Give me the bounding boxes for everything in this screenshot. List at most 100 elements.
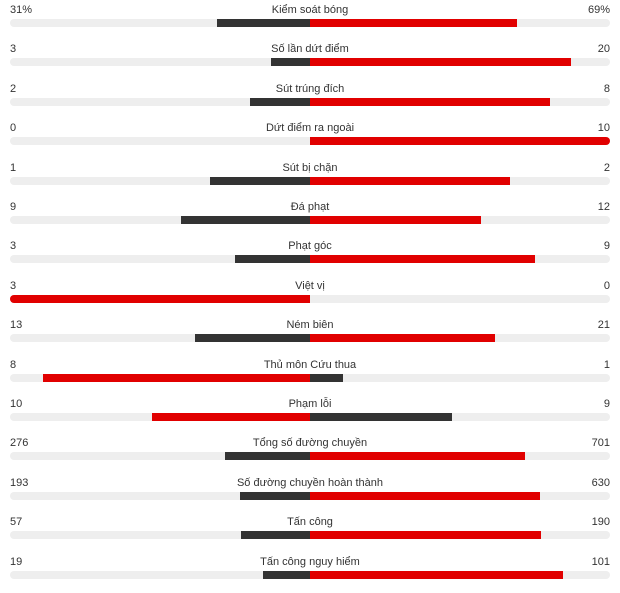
away-value: 1: [603, 358, 610, 371]
stat-row-goalkeeper-saves: 8 Thủ môn Cứu thua 1: [10, 357, 610, 385]
away-bar: [310, 255, 535, 264]
stat-row-throw-ins: 13 Ném biên 21: [10, 317, 610, 345]
away-bar: [310, 373, 344, 382]
stat-row-shots-off-target: 0 Dứt điểm ra ngoài 10: [10, 120, 610, 148]
stat-head: 8 Thủ môn Cứu thua 1: [10, 357, 610, 373]
away-value: 190: [591, 516, 610, 529]
stat-head: 3 Số lần dứt điểm 20: [10, 41, 610, 57]
home-value: 2: [10, 82, 17, 95]
away-value: 20: [597, 43, 610, 56]
home-bar: [195, 334, 310, 343]
stat-label: Tấn công nguy hiểm: [260, 555, 360, 568]
away-bar: [310, 216, 482, 224]
bar-track: [10, 413, 610, 421]
stat-row-blocked-shots: 1 Sút bị chặn 2: [10, 160, 610, 188]
home-value: 10: [10, 398, 23, 410]
away-bar: [310, 334, 496, 343]
stat-row-completed-passes: 193 Số đường chuyền hoàn thành 630: [10, 475, 610, 503]
bar-track: [10, 491, 610, 500]
bar-track: [10, 216, 610, 224]
stat-row-fouls: 10 Phạm lỗi 9: [10, 396, 610, 424]
away-bar: [310, 452, 526, 461]
away-value: 2: [603, 161, 610, 174]
home-value: 57: [10, 516, 23, 529]
home-bar: [10, 294, 310, 303]
home-value: 8: [10, 358, 17, 371]
bar-track: [10, 58, 610, 67]
away-bar: [310, 58, 571, 67]
stat-head: 10 Phạm lỗi 9: [10, 396, 610, 412]
home-value: 0: [10, 122, 17, 135]
stat-row-offsides: 3 Việt vị 0: [10, 278, 610, 306]
home-bar: [181, 216, 310, 224]
home-bar: [235, 255, 310, 264]
home-value: 31%: [10, 4, 33, 16]
home-bar: [217, 19, 310, 27]
stat-row-attacks: 57 Tấn công 190: [10, 514, 610, 542]
away-value: 9: [603, 240, 610, 253]
home-value: 193: [10, 476, 29, 489]
stat-label: Đá phạt: [290, 201, 330, 213]
away-value: 8: [603, 82, 610, 95]
stat-label: Phạt góc: [288, 240, 332, 253]
home-value: 3: [10, 240, 17, 253]
bar-track: [10, 531, 610, 540]
away-bar: [310, 491, 540, 500]
home-value: 13: [10, 319, 23, 332]
away-bar: [310, 531, 541, 540]
home-value: 19: [10, 555, 23, 568]
stat-label: Số lần dứt điểm: [271, 43, 349, 56]
bar-track: [10, 334, 610, 343]
stat-head: 19 Tấn công nguy hiểm 101: [10, 554, 610, 570]
stat-row-shots-on-target: 2 Sút trúng đích 8: [10, 81, 610, 109]
stat-head: 3 Phạt góc 9: [10, 238, 610, 254]
home-bar: [152, 413, 310, 421]
bar-track: [10, 570, 610, 579]
stat-label: Kiểm soát bóng: [271, 4, 349, 16]
stat-head: 276 Tổng số đường chuyền 701: [10, 435, 610, 451]
home-value: 9: [10, 201, 17, 213]
stat-head: 1 Sút bị chặn 2: [10, 160, 610, 176]
stat-row-total-passes: 276 Tổng số đường chuyền 701: [10, 435, 610, 463]
stat-label: Tổng số đường chuyền: [252, 437, 368, 450]
away-value: 69%: [587, 4, 610, 16]
stat-label: Việt vị: [295, 279, 325, 292]
home-bar: [270, 58, 310, 67]
home-value: 3: [10, 279, 17, 292]
home-value: 3: [10, 43, 17, 56]
stat-label: Sút bị chặn: [282, 161, 338, 174]
stat-head: 31% Kiểm soát bóng 69%: [10, 2, 610, 18]
away-bar: [310, 570, 563, 579]
home-bar: [239, 491, 310, 500]
away-value: 630: [591, 476, 610, 489]
stat-label: Phạm lỗi: [288, 398, 332, 410]
stat-row-possession: 31% Kiểm soát bóng 69%: [10, 2, 610, 30]
bar-track: [10, 97, 610, 106]
bar-track: [10, 452, 610, 461]
stat-label: Dứt điểm ra ngoài: [265, 122, 355, 135]
home-bar: [43, 373, 310, 382]
stat-row-free-kicks: 9 Đá phạt 12: [10, 199, 610, 227]
bar-track: [10, 176, 610, 185]
away-value: 0: [603, 279, 610, 292]
bar-track: [10, 137, 610, 146]
home-value: 1: [10, 161, 17, 174]
away-bar: [310, 176, 510, 185]
stat-row-shots: 3 Số lần dứt điểm 20: [10, 41, 610, 69]
away-bar: [310, 19, 517, 27]
stat-head: 0 Dứt điểm ra ngoài 10: [10, 120, 610, 136]
home-bar: [210, 176, 310, 185]
away-value: 701: [591, 437, 610, 450]
away-value: 101: [591, 555, 610, 568]
home-bar: [240, 531, 310, 540]
stat-label: Thủ môn Cứu thua: [263, 358, 357, 371]
away-value: 10: [597, 122, 610, 135]
home-bar: [262, 570, 310, 579]
stat-row-corners: 3 Phạt góc 9: [10, 238, 610, 266]
stat-head: 2 Sút trúng đích 8: [10, 81, 610, 97]
stat-head: 9 Đá phạt 12: [10, 199, 610, 215]
stat-head: 3 Việt vị 0: [10, 278, 610, 294]
bar-track: [10, 294, 610, 303]
bar-track: [10, 255, 610, 264]
